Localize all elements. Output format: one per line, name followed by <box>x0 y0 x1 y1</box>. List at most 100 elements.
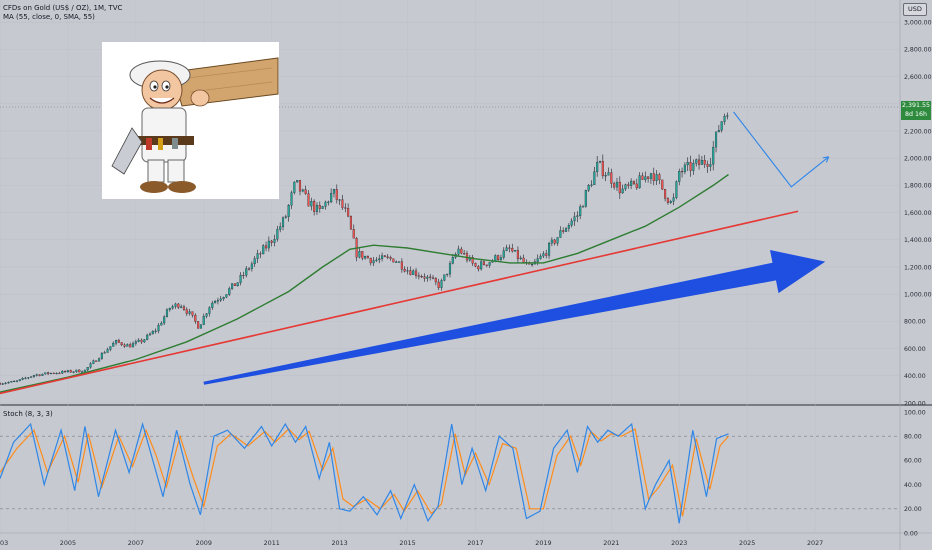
candle-body <box>281 217 285 227</box>
candle-body <box>284 216 287 218</box>
candle-body <box>378 258 381 261</box>
candle-body <box>330 193 333 203</box>
candle-body <box>426 276 429 279</box>
candle-body <box>485 264 488 266</box>
candle-body <box>310 200 313 207</box>
time-tick-label: 2021 <box>603 539 619 547</box>
candle-body <box>519 257 522 260</box>
candle-body <box>13 380 16 383</box>
candle-body <box>134 341 137 344</box>
candle-body <box>86 367 89 371</box>
candle-body <box>347 208 350 217</box>
candle-body <box>398 261 401 263</box>
candle-body <box>182 306 186 310</box>
candle-body <box>120 342 123 346</box>
candle-body <box>216 300 219 302</box>
candle-body <box>228 288 231 295</box>
candle-body <box>364 256 367 259</box>
candle-body <box>567 225 570 229</box>
time-tick-label: 2007 <box>128 539 144 547</box>
candle-body <box>573 216 576 222</box>
candle-body <box>675 181 678 198</box>
time-tick-label: 2019 <box>535 539 551 547</box>
uptrend-arrow[interactable] <box>203 250 826 385</box>
candle-body <box>497 255 500 261</box>
candle-body <box>327 201 330 203</box>
candle-body <box>123 344 126 347</box>
candle-body <box>72 371 75 373</box>
candle-body <box>698 159 701 165</box>
candle-body <box>126 344 129 347</box>
candle-body <box>720 121 723 131</box>
candle-body <box>349 216 352 230</box>
candle-body <box>482 261 486 266</box>
candle-body <box>140 339 143 343</box>
price-tick-label: 1,200.00 <box>904 264 932 271</box>
candle-body <box>315 205 319 212</box>
time-tick-label: 2003 <box>0 539 8 547</box>
candle-body <box>695 159 698 164</box>
candle-body <box>171 306 174 309</box>
price-axis[interactable]: 200.00 400.00 600.00 800.00 1,000.00 1,200.00… <box>904 20 932 408</box>
stoch-d-line <box>0 427 729 517</box>
candle-body <box>429 276 432 278</box>
trend-line[interactable] <box>0 210 799 395</box>
candle-body <box>372 260 375 264</box>
candle-body <box>250 263 253 269</box>
candle-body <box>576 215 579 217</box>
time-tick-label: 2013 <box>331 539 347 547</box>
candle-body <box>301 189 304 192</box>
candle-body <box>219 298 222 301</box>
price-tick-label: 800.00 <box>904 319 926 326</box>
candle-body <box>168 307 171 310</box>
candle-body <box>293 181 296 193</box>
candle-body <box>313 200 316 212</box>
candle-body <box>644 176 647 180</box>
candlestick-series <box>0 112 729 386</box>
candle-body <box>211 302 214 308</box>
candle-body <box>324 201 327 207</box>
candle-body <box>214 301 217 304</box>
candle-body <box>474 263 477 267</box>
candle-body <box>264 245 268 249</box>
candle-body <box>672 197 675 202</box>
candle-body <box>47 372 50 375</box>
candle-body <box>165 309 169 318</box>
candle-body <box>423 276 426 279</box>
candle-body <box>66 370 69 373</box>
price-tick-label: 200.00 <box>904 400 926 407</box>
time-tick-label: 2015 <box>399 539 415 547</box>
candle-body <box>18 379 21 381</box>
candle-body <box>58 372 61 375</box>
time-axis[interactable]: 2003 2005 2007 2009 2011 2013 2015 2017 2019 2021… <box>0 539 823 547</box>
candle-body <box>514 250 517 252</box>
candle-body <box>389 257 392 259</box>
stoch-tick-label: 60.00 <box>904 458 922 465</box>
time-tick-label: 2009 <box>196 539 212 547</box>
candle-body <box>352 229 355 239</box>
candle-body <box>615 181 619 188</box>
projection-head-stroke-0 <box>822 156 829 159</box>
candle-body <box>553 239 556 244</box>
candle-body <box>131 343 135 348</box>
candle-body <box>262 245 265 255</box>
candle-body <box>683 164 686 173</box>
currency-button[interactable]: USD <box>903 3 927 16</box>
stoch-k-line <box>0 421 729 524</box>
candle-body <box>652 173 655 181</box>
projection-path[interactable] <box>733 111 830 188</box>
candle-body <box>714 131 718 148</box>
candle-body <box>709 164 712 167</box>
candle-body <box>202 316 205 325</box>
candle-body <box>321 206 324 209</box>
stoch-axis[interactable]: 0.00 20.00 40.00 60.00 80.00 100.00 <box>904 409 926 537</box>
candle-body <box>296 180 299 183</box>
candle-body <box>431 277 435 279</box>
candle-body <box>632 180 636 185</box>
candle-body <box>414 270 418 276</box>
stoch-pane <box>0 405 900 533</box>
candle-body <box>78 369 81 373</box>
candle-body <box>338 199 341 201</box>
time-tick-label: 2005 <box>60 539 76 547</box>
